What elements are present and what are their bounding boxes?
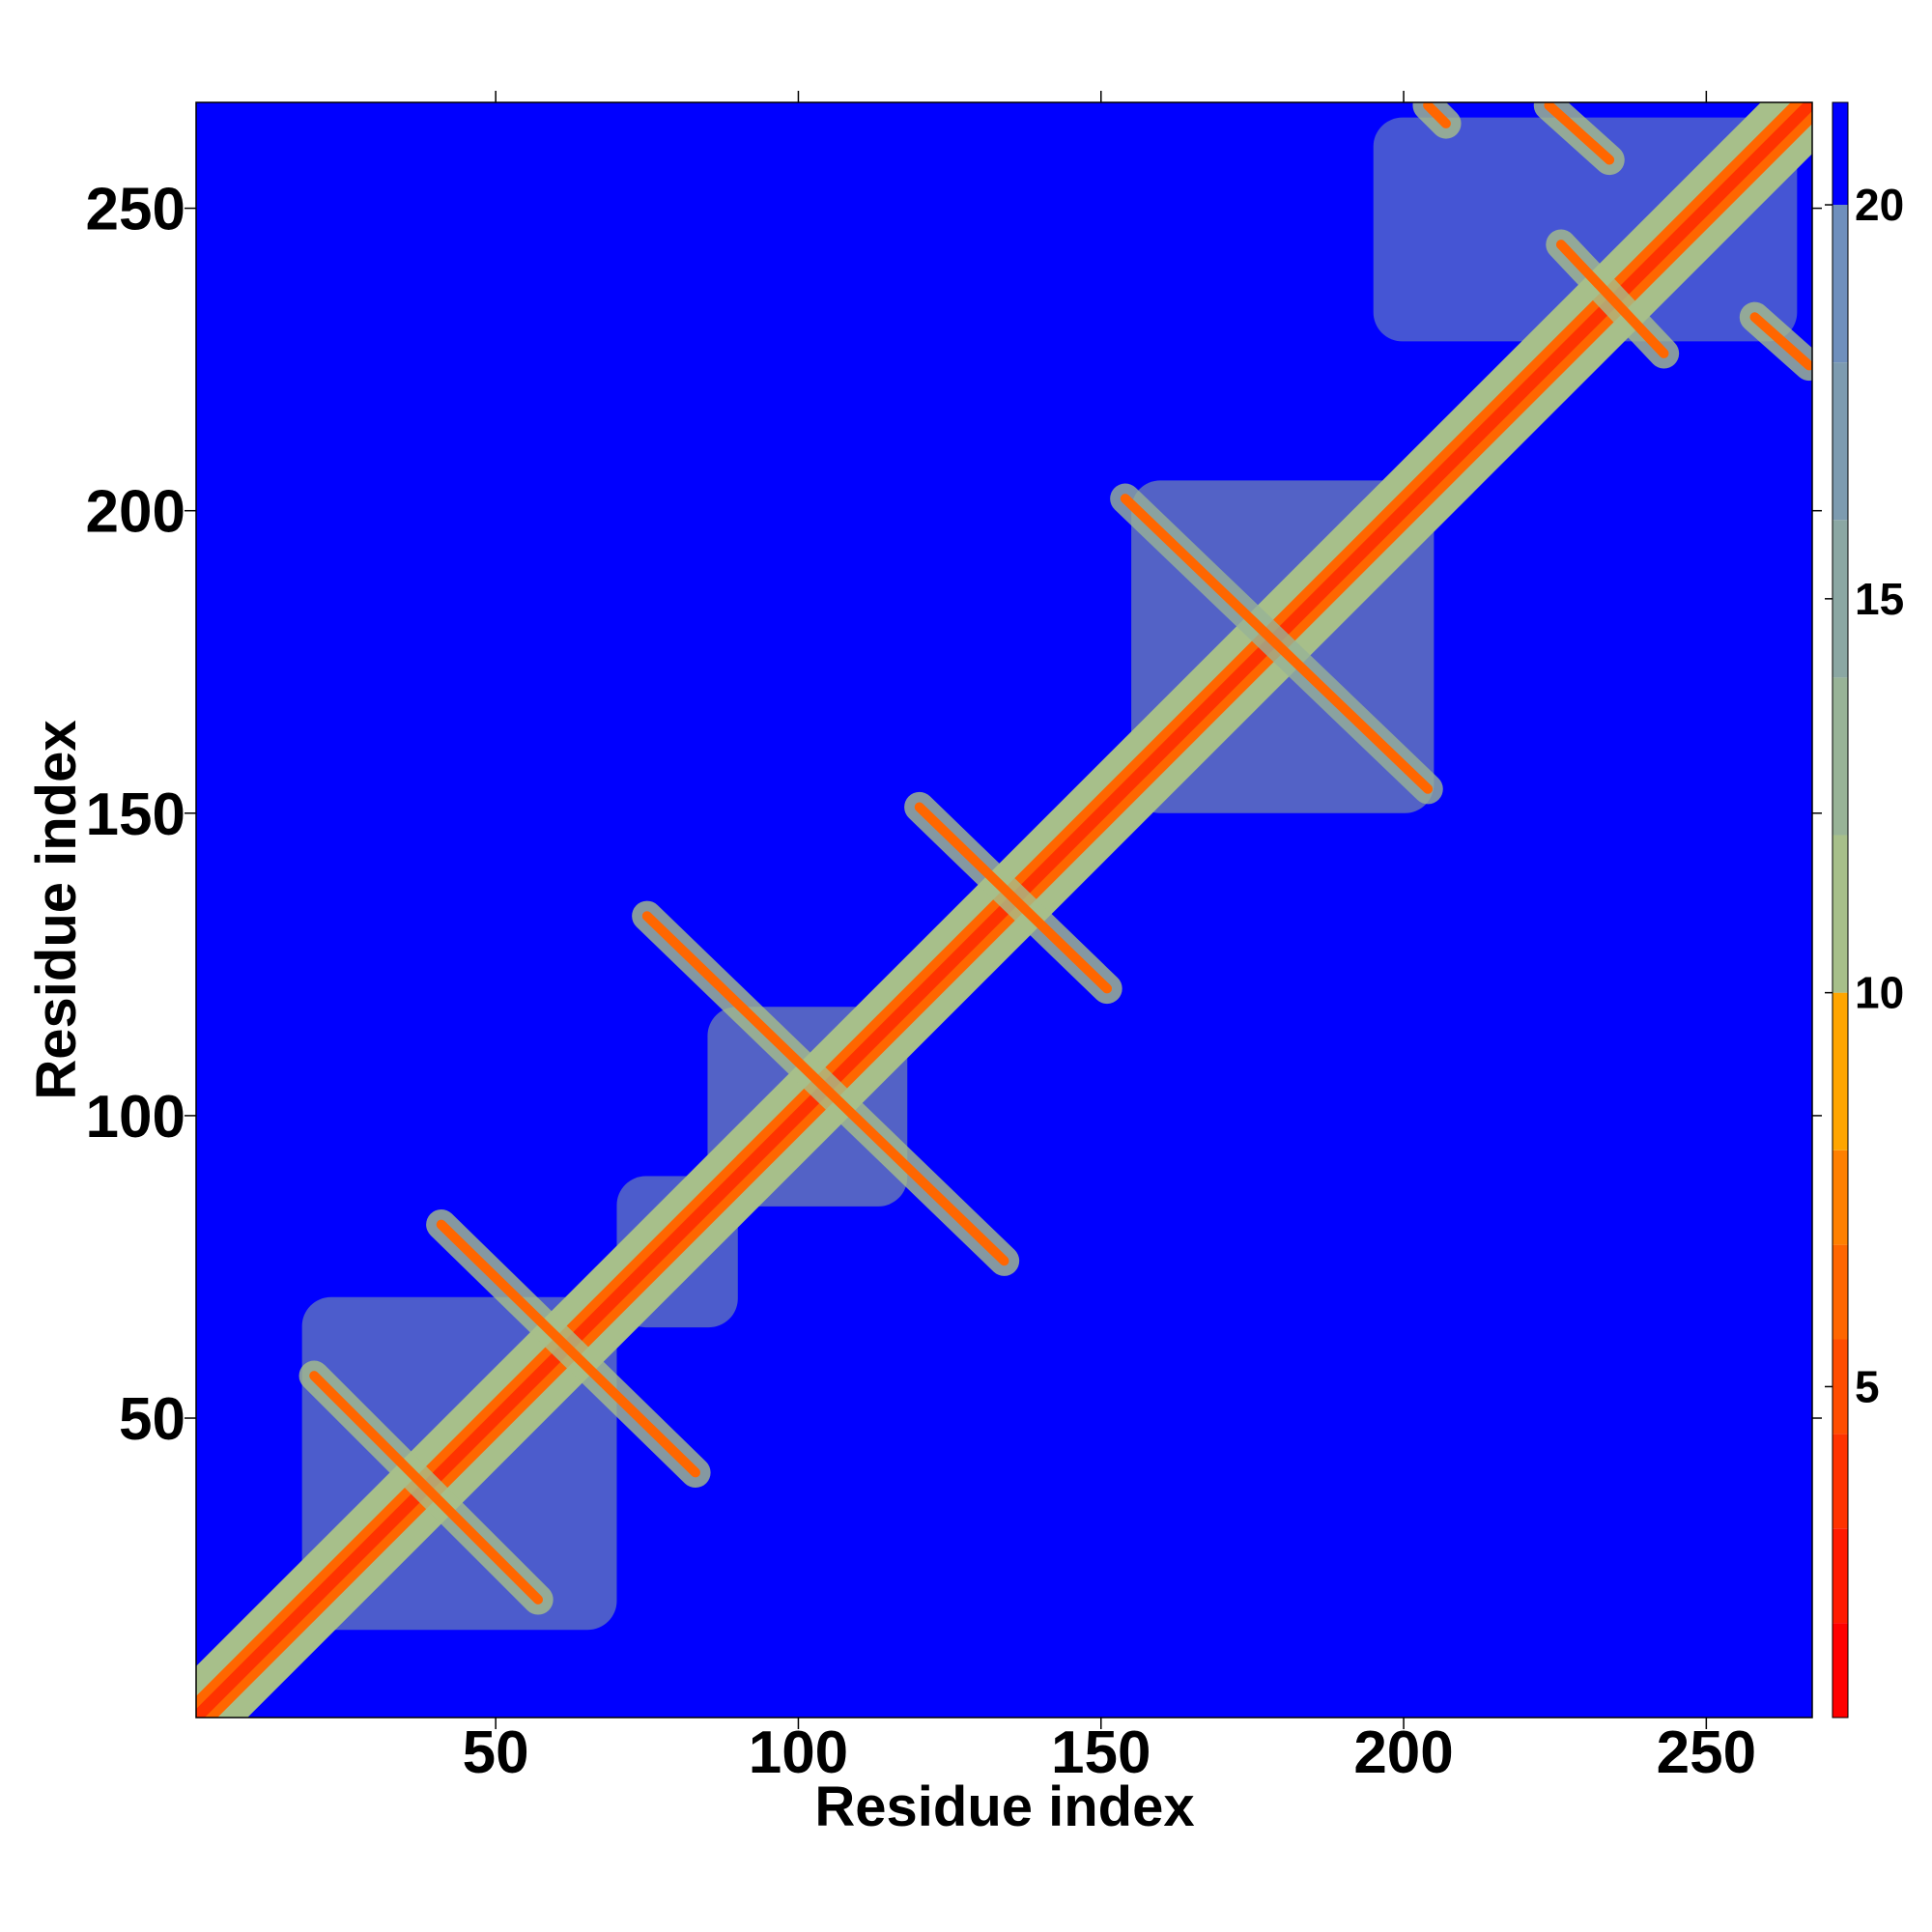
y-axis-title: Residue index	[25, 720, 88, 1099]
stripe-core	[1423, 102, 1451, 128]
map	[196, 102, 1812, 1718]
colorbar-bin	[1833, 1623, 1848, 1718]
y-tick-label: 50	[119, 1386, 185, 1453]
y-tick-label: 250	[86, 177, 185, 243]
colorbar-bin	[1833, 362, 1848, 521]
colorbar-bin	[1833, 1244, 1848, 1340]
stripe-core	[1120, 494, 1434, 794]
y-tick-label: 150	[86, 781, 185, 848]
y-tick-label: 200	[86, 479, 185, 546]
y-tick-label: 100	[86, 1084, 185, 1151]
colorbar-tick-label: 20	[1855, 180, 1904, 230]
x-tick-label: 250	[1657, 1719, 1756, 1786]
stripe-core	[1749, 312, 1812, 371]
x-axis-title: Residue index	[814, 1776, 1194, 1838]
stripe-core	[1555, 240, 1669, 358]
colorbar-bin	[1833, 677, 1848, 836]
colorbar-bin	[1833, 835, 1848, 993]
stripe-core	[641, 911, 1009, 1266]
colorbar-bin	[1833, 1528, 1848, 1624]
colorbar-bin	[1833, 992, 1848, 1151]
stripe-core	[914, 802, 1113, 994]
colorbar-frame	[1832, 101, 1849, 1719]
colorbar-bin	[1833, 102, 1848, 206]
x-tick-label: 50	[463, 1719, 529, 1786]
stripe-core	[1544, 102, 1615, 165]
colorbar-bin	[1833, 520, 1848, 678]
stripe-core	[436, 1219, 700, 1478]
stripe-core	[309, 1371, 544, 1605]
colorbar-tick-label: 15	[1855, 574, 1904, 624]
colorbar-bin	[1833, 1434, 1848, 1529]
colorbar-tick-label: 5	[1855, 1361, 1880, 1411]
colorbar-bin	[1833, 205, 1848, 363]
x-tick-label: 200	[1353, 1719, 1453, 1786]
colorbar-bin	[1833, 1150, 1848, 1245]
x-tick-label: 150	[1051, 1719, 1151, 1786]
colorbar-tick-label: 10	[1855, 968, 1904, 1018]
plot-frame	[195, 101, 1813, 1719]
x-tick-label: 100	[749, 1719, 848, 1786]
colorbar-bin	[1833, 1339, 1848, 1435]
